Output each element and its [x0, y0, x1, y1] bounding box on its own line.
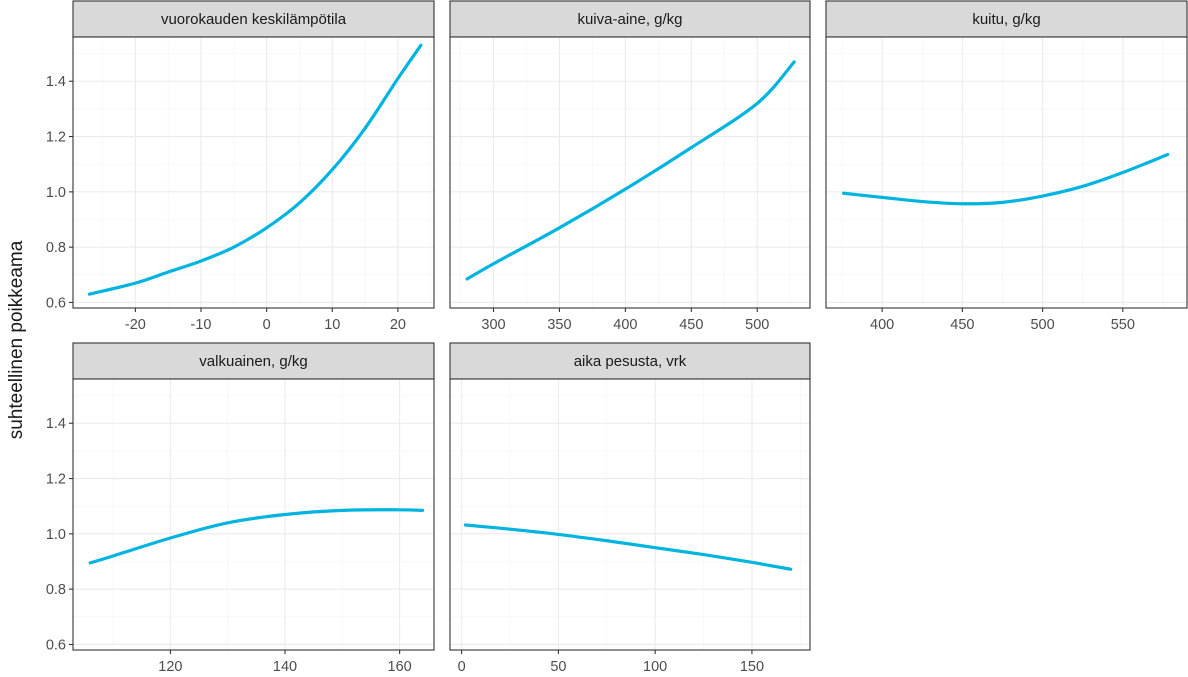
- panel-border: [449, 36, 811, 309]
- panel-background: [73, 379, 434, 650]
- y-tick-label: 0.8: [46, 240, 66, 256]
- x-tick-label: 400: [870, 317, 894, 333]
- panel-background: [450, 379, 810, 650]
- x-tick-label: 550: [1111, 317, 1135, 333]
- facet-title: kuitu, g/kg: [972, 11, 1040, 28]
- gridlines: [826, 37, 1187, 308]
- y-tick-label: 1.2: [46, 130, 66, 146]
- y-axis: 0.6 0.8 1.0 1.2 1.4: [46, 74, 73, 311]
- panel-4: valkuainen, g/kg 120 140 160 0.6 0.8 1.0 1.2 1.4: [46, 342, 435, 675]
- x-tick-label: 350: [547, 317, 571, 333]
- x-tick-label: 150: [740, 659, 764, 675]
- x-tick-label: 160: [388, 659, 412, 675]
- series-line: [463, 523, 793, 571]
- x-tick-label: 20: [390, 317, 406, 333]
- y-tick-label: 1.0: [46, 185, 66, 201]
- x-axis: 300 350 400 450 500: [481, 308, 769, 333]
- series-line: [465, 60, 796, 281]
- y-tick-label: 1.4: [46, 416, 66, 432]
- y-axis-title: suhteellinen poikkeama: [6, 240, 27, 439]
- gridlines: [73, 37, 434, 308]
- facet-title: valkuainen, g/kg: [199, 353, 307, 370]
- x-tick-label: 0: [263, 317, 271, 333]
- panel-border: [449, 378, 811, 651]
- panel-border: [825, 36, 1188, 309]
- facet-title: vuorokauden keskilämpötila: [161, 11, 347, 28]
- facet-title: aika pesusta, vrk: [574, 353, 687, 370]
- series-line: [88, 508, 425, 565]
- x-tick-label: 120: [158, 659, 182, 675]
- panel-background: [450, 37, 810, 308]
- x-tick-label: 450: [950, 317, 974, 333]
- facet-strip: [72, 342, 435, 380]
- x-tick-label: 100: [643, 659, 667, 675]
- x-axis: -20 -10 0 10 20: [125, 308, 406, 333]
- y-axis: 0.6 0.8 1.0 1.2 1.4: [46, 416, 73, 653]
- gridlines: [73, 379, 434, 650]
- x-tick-label: 450: [679, 317, 703, 333]
- panel-3: kuitu, g/kg 400 450 500 550: [825, 0, 1188, 333]
- panel-border: [72, 36, 435, 309]
- x-axis: 120 140 160: [158, 650, 412, 675]
- panel-background: [826, 37, 1187, 308]
- x-tick-label: 400: [613, 317, 637, 333]
- facet-strip: [72, 0, 435, 38]
- x-tick-label: 500: [1030, 317, 1054, 333]
- y-tick-label: 0.8: [46, 582, 66, 598]
- panel-2: kuiva-aine, g/kg 300 350 400 450 500: [449, 0, 811, 333]
- facet-strip: [449, 342, 811, 380]
- facet-strip: [449, 0, 811, 38]
- x-tick-label: 300: [481, 317, 505, 333]
- x-axis: 0 50 100 150: [458, 650, 764, 675]
- x-tick-label: -20: [125, 317, 146, 333]
- panel-background: [73, 37, 434, 308]
- panel-border: [72, 378, 435, 651]
- facet-title: kuiva-aine, g/kg: [577, 11, 682, 28]
- y-tick-label: 1.4: [46, 74, 66, 90]
- x-axis: 400 450 500 550: [870, 308, 1135, 333]
- series-line: [842, 152, 1170, 206]
- series-line: [87, 43, 423, 296]
- gridlines: [450, 37, 810, 308]
- x-tick-label: 140: [273, 659, 297, 675]
- y-tick-label: 0.6: [46, 295, 66, 311]
- x-tick-label: 50: [550, 659, 566, 675]
- x-tick-label: 0: [458, 659, 466, 675]
- y-tick-label: 1.2: [46, 472, 66, 488]
- panels: vuorokauden keskilämpötila -20 -10 0 10 20 0.6…: [46, 0, 1188, 675]
- x-tick-label: 500: [745, 317, 769, 333]
- panel-5: aika pesusta, vrk 0 50 100 150: [449, 342, 811, 675]
- y-tick-label: 0.6: [46, 637, 66, 653]
- x-tick-label: 10: [324, 317, 340, 333]
- x-tick-label: -10: [191, 317, 212, 333]
- panel-1: vuorokauden keskilämpötila -20 -10 0 10 20 0.6…: [46, 0, 435, 333]
- y-tick-label: 1.0: [46, 527, 66, 543]
